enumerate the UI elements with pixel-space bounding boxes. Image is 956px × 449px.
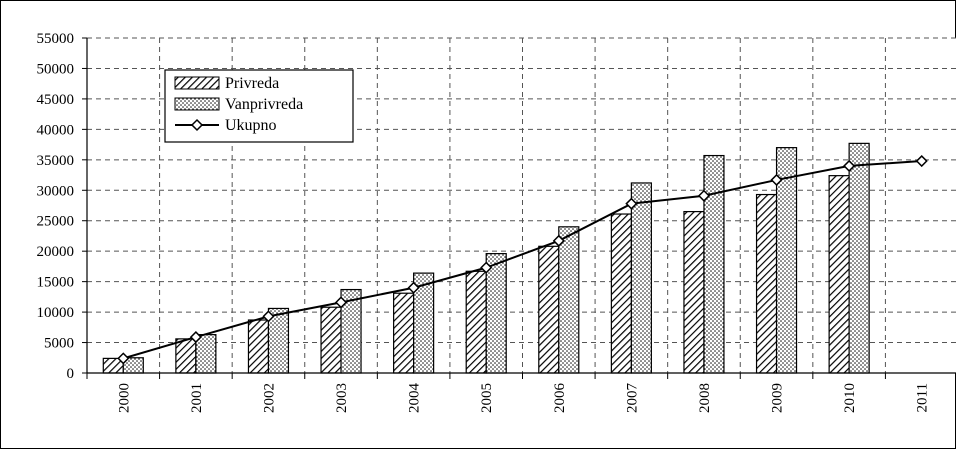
x-tick-label: 2006 <box>552 383 568 414</box>
y-tick-label: 35000 <box>37 153 75 169</box>
total-marker-2011 <box>915 154 928 168</box>
bar-privreda-2003 <box>320 306 342 374</box>
x-tick-label: 2011 <box>915 383 931 412</box>
y-tick-label: 0 <box>67 366 75 382</box>
x-tick-label: 2008 <box>697 383 713 413</box>
legend: Privreda Vanprivreda Ukupno <box>164 69 354 143</box>
total-line-path <box>123 160 922 360</box>
y-axis-ticks: 0 5000 10000 15000 20000 25000 30000 35000 40000… <box>37 31 87 382</box>
y-tick-label: 30000 <box>37 183 75 199</box>
x-tick-label: 2010 <box>842 383 858 413</box>
y-tick-label: 40000 <box>37 122 75 138</box>
y-tick-label: 5000 <box>44 336 74 352</box>
total-marker-2006 <box>552 234 565 247</box>
bar-vanprivreda-2010 <box>848 142 870 374</box>
total-marker-2009 <box>770 173 783 186</box>
x-tick-label: 2004 <box>407 383 423 414</box>
bar-vanprivreda-2005 <box>485 253 507 374</box>
bar-privreda-2002 <box>247 319 270 374</box>
legend-swatch-privreda <box>174 76 220 90</box>
y-tick-label: 10000 <box>37 305 75 321</box>
legend-marker-swatch <box>190 118 204 132</box>
y-tick-label: 45000 <box>37 92 75 108</box>
x-tick-label: 2002 <box>261 383 277 413</box>
bar-vanprivreda-2006 <box>558 226 580 374</box>
total-marker-2007 <box>625 197 638 210</box>
bar-privreda-2004 <box>393 292 415 374</box>
x-tick-label: 2003 <box>334 383 350 413</box>
legend-label-vanprivreda: Vanprivreda <box>225 96 303 113</box>
x-tick-label: 2009 <box>770 383 786 413</box>
bar-vanprivreda-2007 <box>630 182 652 374</box>
y-tick-label: 50000 <box>37 61 75 77</box>
legend-swatch-vanprivreda <box>174 97 220 111</box>
bar-privreda-2006 <box>538 245 560 374</box>
total-marker-2003 <box>334 296 348 309</box>
bar-privreda-2009 <box>755 193 778 374</box>
x-tick-label: 2001 <box>189 383 205 413</box>
bar-vanprivreda-2008 <box>703 154 725 374</box>
legend-label-privreda: Privreda <box>225 75 279 92</box>
legend-label-ukupno: Ukupno <box>225 117 277 134</box>
y-tick-label: 20000 <box>37 244 75 260</box>
total-marker-2002 <box>262 310 275 323</box>
bar-privreda-2001 <box>175 338 197 374</box>
total-line <box>117 154 928 365</box>
bar-vanprivreda-2001 <box>195 334 217 374</box>
bars <box>102 142 870 374</box>
total-marker-2005 <box>480 261 493 274</box>
x-tick-label: 2000 <box>116 383 132 413</box>
total-marker-2000 <box>117 352 130 365</box>
x-tick-label: 2007 <box>624 383 640 414</box>
y-tick-label: 55000 <box>37 31 75 47</box>
bar-privreda-2010 <box>828 175 850 374</box>
bar-privreda-2008 <box>683 210 705 374</box>
y-tick-label: 15000 <box>37 275 75 291</box>
y-tick-label: 25000 <box>37 214 75 230</box>
total-marker-2004 <box>407 281 420 294</box>
bar-privreda-2005 <box>465 270 487 374</box>
total-marker-2008 <box>697 189 711 202</box>
bar-privreda-2007 <box>610 213 632 374</box>
total-marker-2001 <box>189 331 202 344</box>
x-tick-label: 2005 <box>479 383 495 413</box>
x-axis-ticks: 2000 2001 2002 2003 2004 2005 2006 2007 2008 2009… <box>86 373 931 414</box>
total-marker-2010 <box>843 159 856 172</box>
